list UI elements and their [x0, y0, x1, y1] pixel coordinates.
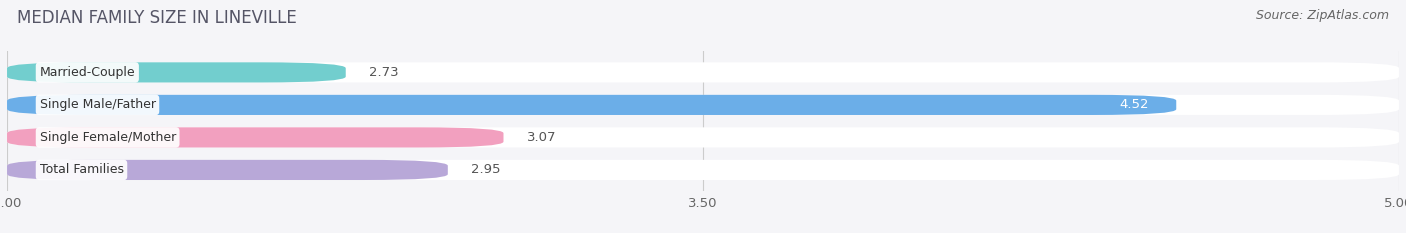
Text: Married-Couple: Married-Couple [39, 66, 135, 79]
FancyBboxPatch shape [7, 62, 1399, 82]
Text: Total Families: Total Families [39, 163, 124, 176]
Text: MEDIAN FAMILY SIZE IN LINEVILLE: MEDIAN FAMILY SIZE IN LINEVILLE [17, 9, 297, 27]
FancyBboxPatch shape [7, 127, 1399, 147]
FancyBboxPatch shape [7, 160, 449, 180]
Text: Source: ZipAtlas.com: Source: ZipAtlas.com [1256, 9, 1389, 22]
Text: 2.73: 2.73 [368, 66, 398, 79]
FancyBboxPatch shape [7, 62, 346, 82]
FancyBboxPatch shape [7, 127, 503, 147]
Text: Single Male/Father: Single Male/Father [39, 98, 156, 111]
FancyBboxPatch shape [7, 160, 1399, 180]
Text: 2.95: 2.95 [471, 163, 501, 176]
FancyBboxPatch shape [7, 95, 1177, 115]
Text: 3.07: 3.07 [527, 131, 557, 144]
Text: 4.52: 4.52 [1119, 98, 1149, 111]
FancyBboxPatch shape [7, 95, 1399, 115]
Text: Single Female/Mother: Single Female/Mother [39, 131, 176, 144]
